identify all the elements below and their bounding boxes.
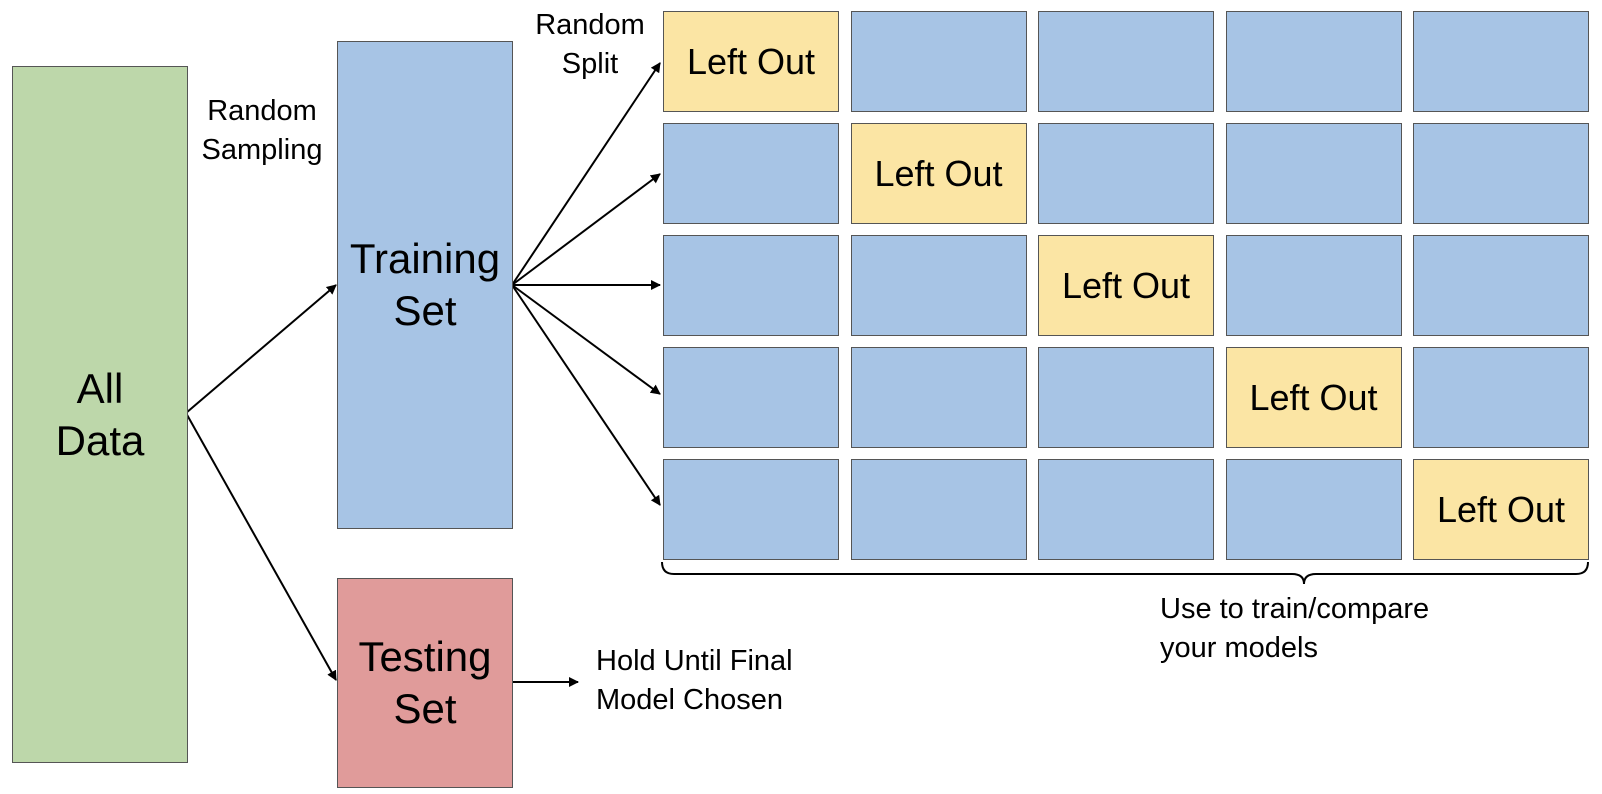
training-fold-cell: [1225, 235, 1402, 336]
training-fold-cell: [1225, 123, 1402, 224]
training-fold-cell: [1038, 347, 1214, 448]
left-out-cell: Left Out: [850, 123, 1027, 224]
hold-until-label: Hold Until Final Model Chosen: [596, 645, 793, 716]
training-fold-cell: [663, 459, 839, 560]
arrow-split-row-2: [511, 173, 661, 286]
left-out-label: Left Out: [1249, 376, 1378, 418]
training-fold-cell: [850, 347, 1027, 448]
random-split-label: Random Split: [535, 9, 645, 80]
training-fold-cell: [850, 459, 1027, 560]
training-fold-cell: [663, 235, 839, 336]
testing-set-box: Testing Set: [337, 578, 513, 788]
left-out-cell: Left Out: [1038, 235, 1214, 336]
training-fold-cell: [850, 235, 1027, 336]
arrow-split-row-1: [511, 62, 661, 286]
training-fold-cell: [1413, 11, 1589, 112]
arrow-split-row-4: [511, 284, 661, 395]
left-out-label: Left Out: [1061, 264, 1191, 306]
training-fold-cell: [663, 347, 839, 448]
arrow-split-row-5: [511, 284, 661, 506]
left-out-label: Left Out: [686, 40, 816, 82]
training-set-label: Training Set: [349, 235, 501, 334]
training-set-box: Training Set: [337, 41, 513, 529]
left-out-cell: Left Out: [1225, 347, 1402, 448]
left-out-cell: Left Out: [663, 11, 839, 112]
training-fold-cell: [1225, 459, 1402, 560]
grid-brace: [661, 561, 1589, 585]
training-fold-cell: [1413, 123, 1589, 224]
random-sampling-label: Random Sampling: [201, 95, 323, 166]
training-fold-cell: [1413, 347, 1589, 448]
training-fold-cell: [1225, 11, 1402, 112]
use-to-train-label: Use to train/compare your models: [1160, 593, 1430, 664]
all-data-label: All Data: [55, 364, 145, 464]
training-fold-cell: [1038, 123, 1214, 224]
left-out-label: Left Out: [874, 152, 1003, 194]
training-fold-cell: [663, 123, 839, 224]
training-fold-cell: [1038, 11, 1214, 112]
left-out-label: Left Out: [1436, 488, 1566, 530]
training-fold-cell: [1038, 459, 1214, 560]
training-fold-cell: [1413, 235, 1589, 336]
arrow-to-training: [185, 284, 337, 414]
left-out-cell: Left Out: [1413, 459, 1589, 560]
all-data-box: All Data: [12, 66, 188, 763]
testing-set-label: Testing Set: [358, 633, 492, 732]
arrow-to-testing: [185, 412, 337, 681]
training-fold-cell: [850, 11, 1027, 112]
